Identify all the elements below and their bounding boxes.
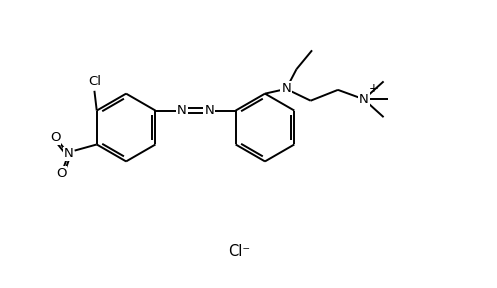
Text: O: O [56, 167, 67, 180]
Text: Cl: Cl [88, 75, 101, 88]
Text: N: N [204, 104, 214, 117]
Text: N: N [64, 147, 74, 160]
Text: N: N [359, 93, 369, 106]
Text: Cl⁻: Cl⁻ [228, 244, 250, 259]
Text: N: N [177, 104, 187, 117]
Text: +: + [368, 82, 378, 95]
Text: O: O [50, 131, 61, 144]
Text: N: N [281, 82, 291, 95]
